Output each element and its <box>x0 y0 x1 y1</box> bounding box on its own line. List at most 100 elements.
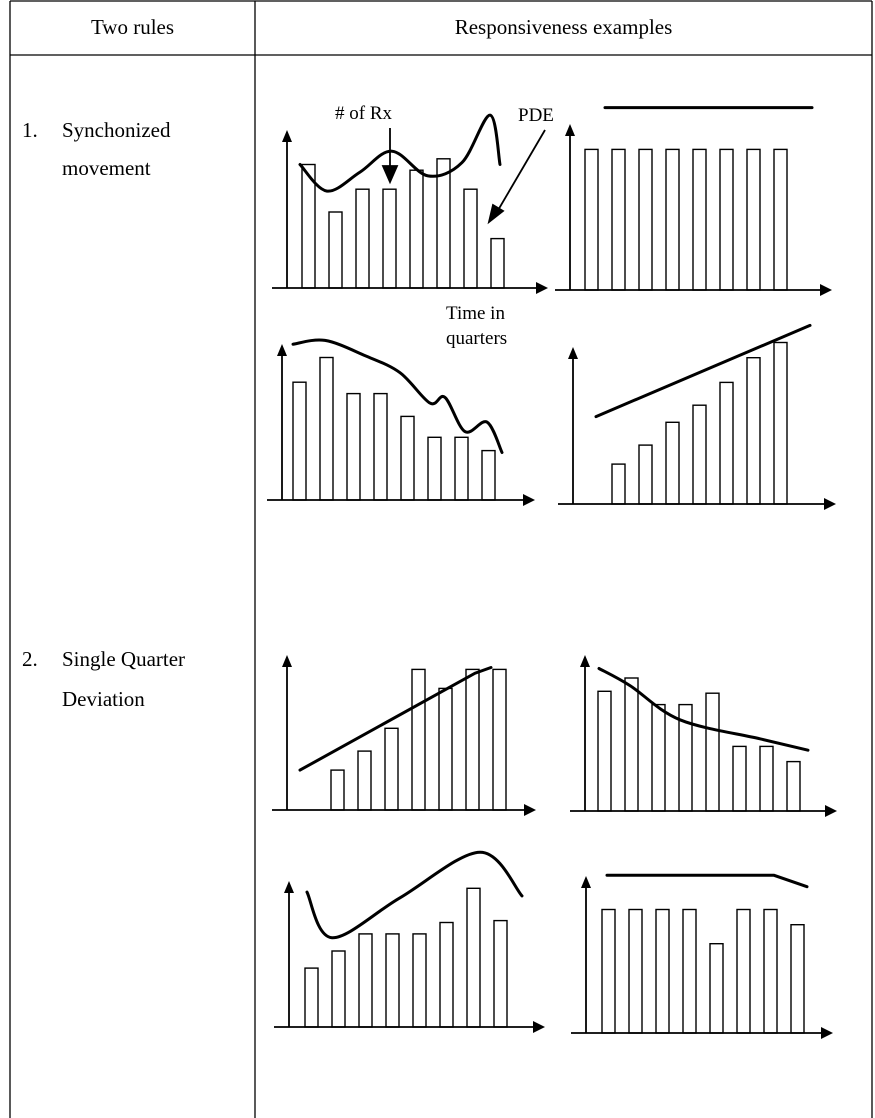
bar <box>292 381 307 501</box>
bar <box>465 668 480 811</box>
bar <box>584 148 599 291</box>
bar <box>719 381 734 505</box>
bar <box>330 769 345 811</box>
y-axis-arrow <box>565 124 575 136</box>
pde-curve <box>597 667 810 752</box>
rule-2-title: Single Quarter <box>62 647 186 671</box>
pde-arrow-shaft <box>496 129 546 213</box>
bar <box>638 444 653 505</box>
rule-2-subtitle: Deviation <box>62 687 145 711</box>
bar <box>385 933 400 1028</box>
chart-6 <box>570 655 837 817</box>
bar <box>665 148 680 291</box>
bar <box>382 188 397 289</box>
bar <box>357 750 372 811</box>
bar <box>601 908 616 1034</box>
bar <box>665 421 680 505</box>
x-axis-arrow <box>523 494 535 506</box>
rx-annotation: # of Rx <box>335 103 392 124</box>
x-axis-arrow <box>820 284 832 296</box>
pde-curve <box>605 873 809 889</box>
x-axis-arrow <box>821 1027 833 1039</box>
bar <box>355 188 370 289</box>
bar <box>682 908 697 1034</box>
bar <box>412 933 427 1028</box>
y-axis-arrow <box>282 655 292 667</box>
bar <box>304 967 319 1028</box>
y-axis-arrow <box>282 130 292 142</box>
rule-1-title: Synchonized <box>62 118 171 142</box>
chart-7 <box>274 850 545 1033</box>
bar <box>492 668 507 811</box>
bar <box>597 690 612 812</box>
bar <box>759 745 774 812</box>
bar <box>331 950 346 1028</box>
bar <box>709 943 724 1034</box>
bar <box>736 908 751 1034</box>
pde-curve <box>594 323 812 419</box>
chart-3 <box>267 338 535 506</box>
bar <box>409 169 424 289</box>
rule-1-number: 1. <box>22 118 38 142</box>
bar <box>436 158 451 289</box>
pde-curve <box>305 850 524 940</box>
chart-4 <box>558 323 836 510</box>
bar <box>786 760 801 812</box>
bar <box>400 415 415 501</box>
bar <box>678 703 693 812</box>
pde-arrow-head <box>487 203 505 225</box>
bar <box>319 356 334 501</box>
time-axis-label-line1: Time in <box>446 303 505 324</box>
bar <box>651 703 666 812</box>
x-axis-arrow <box>825 805 837 817</box>
bar <box>611 463 626 505</box>
bar <box>490 237 505 289</box>
bar <box>301 163 316 289</box>
bar <box>427 436 442 501</box>
bar <box>655 908 670 1034</box>
bar <box>746 357 761 505</box>
bar <box>358 933 373 1028</box>
y-axis-arrow <box>284 881 294 893</box>
bar <box>438 687 453 811</box>
bar <box>773 341 788 505</box>
bar <box>628 908 643 1034</box>
bar <box>624 677 639 812</box>
bar <box>493 919 508 1028</box>
y-axis-arrow <box>568 347 578 359</box>
bar <box>373 392 388 501</box>
rule-1-subtitle: movement <box>62 156 151 180</box>
bar <box>692 404 707 505</box>
x-axis-arrow <box>536 282 548 294</box>
bar <box>481 449 496 501</box>
bar <box>466 887 481 1028</box>
header-two-rules: Two rules <box>90 15 175 39</box>
bar <box>763 908 778 1034</box>
chart-8 <box>571 873 833 1039</box>
bar <box>705 692 720 812</box>
y-axis-arrow <box>580 655 590 667</box>
pde-curve <box>291 338 504 454</box>
bar <box>346 392 361 501</box>
x-axis-arrow <box>533 1021 545 1033</box>
bar <box>732 745 747 812</box>
bar <box>719 148 734 291</box>
pde-annotation: PDE <box>518 105 554 126</box>
bar <box>411 668 426 811</box>
bar <box>384 727 399 811</box>
bar <box>790 924 805 1034</box>
header-responsiveness-examples: Responsiveness examples <box>454 15 673 39</box>
rx-arrow-head <box>381 165 399 185</box>
x-axis-arrow <box>524 804 536 816</box>
bar <box>773 148 788 291</box>
chart-1 <box>272 113 548 294</box>
bar <box>611 148 626 291</box>
bar <box>454 436 469 501</box>
x-axis-arrow <box>824 498 836 510</box>
bar <box>328 211 343 289</box>
time-axis-label-line2: quarters <box>446 328 508 349</box>
bar <box>692 148 707 291</box>
bar <box>463 188 478 289</box>
rule-2-number: 2. <box>22 647 38 671</box>
